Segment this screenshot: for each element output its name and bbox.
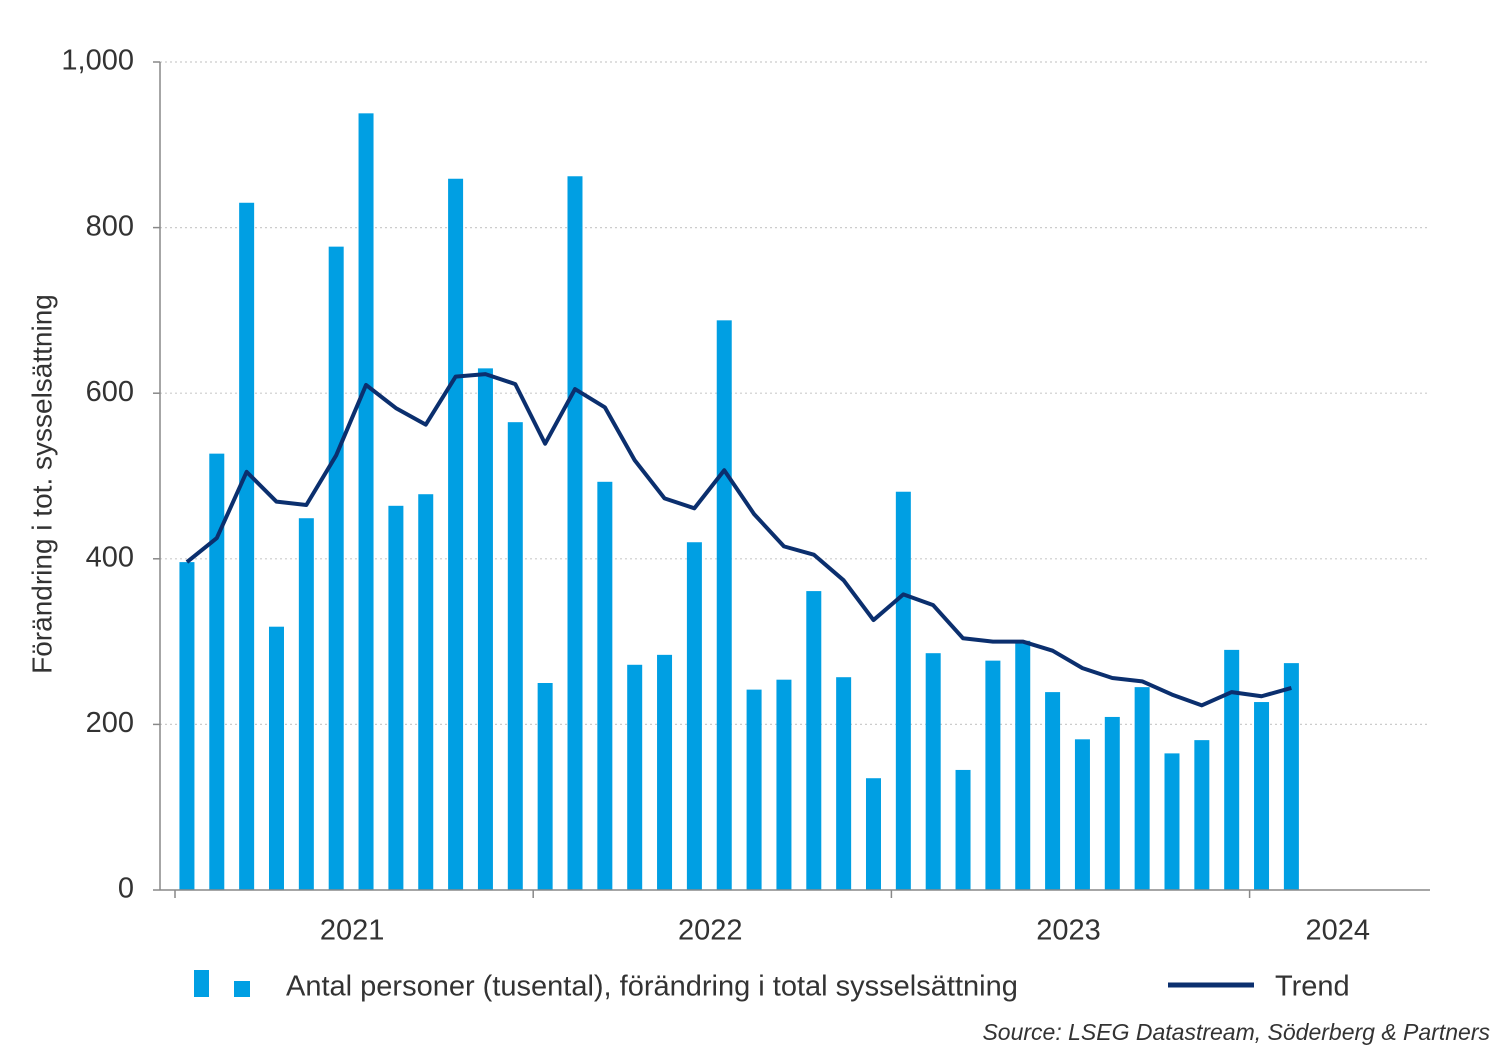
bar xyxy=(507,422,523,890)
bar xyxy=(1045,692,1061,890)
legend-swatch xyxy=(194,970,209,997)
bar xyxy=(179,562,195,890)
x-tick-label: 2024 xyxy=(1306,915,1371,947)
bar xyxy=(925,653,941,890)
y-tick-label: 800 xyxy=(86,210,134,242)
bar xyxy=(1134,687,1150,890)
bar xyxy=(776,679,792,890)
bar xyxy=(1224,649,1240,890)
bar xyxy=(209,453,225,890)
bar xyxy=(1254,702,1270,890)
bar xyxy=(418,494,434,890)
bar xyxy=(1164,753,1180,890)
x-tick-label: 2022 xyxy=(678,915,743,947)
bar xyxy=(1074,739,1090,890)
y-axis-label: Förändring i tot. sysselsättning xyxy=(26,294,57,674)
x-tick-label: 2023 xyxy=(1036,915,1101,947)
bar xyxy=(716,320,732,890)
source: Source: LSEG Datastream, Söderberg & Par… xyxy=(982,1019,1490,1045)
bar xyxy=(985,660,1001,890)
bar xyxy=(298,518,314,890)
bar xyxy=(895,491,911,890)
bar xyxy=(239,202,255,890)
bar xyxy=(955,769,971,890)
bar xyxy=(746,689,762,890)
bar xyxy=(686,542,702,890)
bar xyxy=(537,683,553,890)
legend-swatch xyxy=(234,981,250,997)
bar xyxy=(597,481,613,890)
x-tick-label: 2021 xyxy=(320,915,385,947)
bar xyxy=(836,677,852,890)
bar xyxy=(448,178,464,891)
y-tick-label: 200 xyxy=(86,707,134,739)
bar xyxy=(657,654,673,890)
legend-label: Trend xyxy=(1275,971,1350,1003)
bar xyxy=(268,626,284,890)
bar xyxy=(1104,716,1120,890)
bar xyxy=(1015,640,1031,890)
bar xyxy=(567,176,583,890)
bar xyxy=(358,113,374,890)
bar xyxy=(477,368,493,890)
y-tick-label: 400 xyxy=(86,541,134,573)
y-tick-label: 0 xyxy=(118,873,134,905)
legend-label: Antal personer (tusental), förändring i … xyxy=(286,971,1018,1003)
y-tick-label: 1,000 xyxy=(61,45,134,77)
bar xyxy=(865,778,881,890)
bar xyxy=(1283,663,1299,890)
bar xyxy=(627,664,643,890)
bar xyxy=(806,591,822,890)
bar xyxy=(1194,740,1210,890)
y-tick-label: 600 xyxy=(86,376,134,408)
trend-line xyxy=(185,372,1292,708)
bar xyxy=(388,505,404,890)
bar xyxy=(328,246,344,891)
